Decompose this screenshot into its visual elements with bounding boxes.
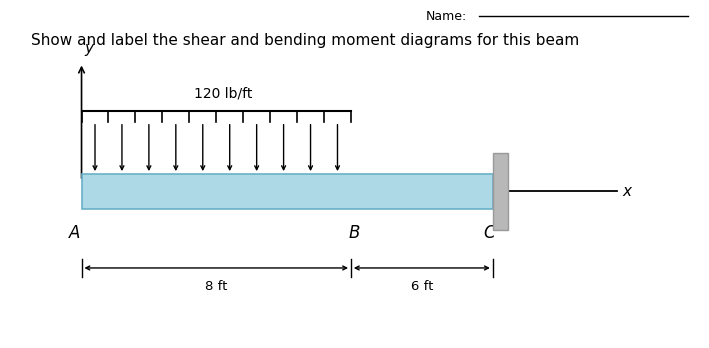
Text: Name:: Name: xyxy=(425,10,467,23)
Text: A: A xyxy=(69,224,80,242)
Text: 6 ft: 6 ft xyxy=(411,280,433,293)
Text: Show and label the shear and bending moment diagrams for this beam: Show and label the shear and bending mom… xyxy=(30,33,579,48)
Text: 8 ft: 8 ft xyxy=(205,280,228,293)
Bar xyxy=(493,153,508,230)
Text: C: C xyxy=(484,224,495,242)
Text: y: y xyxy=(84,41,93,56)
Text: x: x xyxy=(623,184,632,199)
Text: 120 lb/ft: 120 lb/ft xyxy=(194,87,252,101)
Text: B: B xyxy=(349,224,360,242)
Bar xyxy=(82,174,493,209)
